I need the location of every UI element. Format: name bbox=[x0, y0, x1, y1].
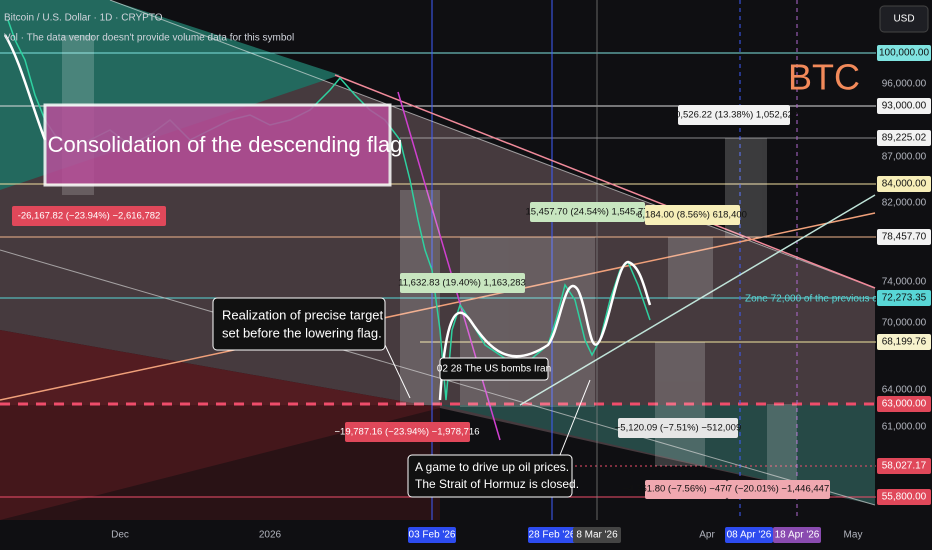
price-labels: 100,000.00 96,000.00 93,000.00 89,225.02 87,… bbox=[877, 45, 931, 505]
trend-line bbox=[397, 91, 501, 441]
oil-callout bbox=[407, 454, 573, 498]
target-callout bbox=[212, 297, 386, 351]
trend-line bbox=[334, 74, 876, 289]
oil-note: A game to drive up oil prices. bbox=[415, 460, 569, 474]
price-tag bbox=[877, 229, 931, 245]
target-note: Realization of precise target bbox=[222, 307, 384, 322]
price-label: 100,000.00 bbox=[879, 48, 929, 59]
callout-pointer bbox=[384, 344, 411, 399]
measure-box bbox=[668, 237, 713, 299]
oil-note: The Strait of Hormuz is closed. bbox=[415, 477, 579, 491]
price-label: 68,199.76 bbox=[882, 337, 927, 348]
measure-tag bbox=[12, 206, 166, 226]
time-label: 2026 bbox=[259, 530, 282, 541]
time-label: Apr bbox=[699, 530, 715, 541]
trend-line bbox=[519, 194, 876, 406]
callout-pointer bbox=[559, 379, 591, 456]
time-label: 03 Feb '26 bbox=[409, 530, 456, 541]
date-tag bbox=[408, 527, 456, 543]
symbol: Bitcoin / U.S. Dollar · 1D · CRYPTO bbox=[4, 13, 163, 24]
measure-tag bbox=[618, 418, 738, 438]
price-label: 63,000.00 bbox=[882, 399, 927, 410]
measure-tag bbox=[678, 105, 790, 125]
measure-label: 7 (−20.01%) −1,446,447 bbox=[727, 484, 829, 495]
price-tag bbox=[877, 45, 931, 61]
measure-tag bbox=[400, 273, 525, 293]
target-note: set before the lowering flag. bbox=[222, 325, 382, 340]
date-tag bbox=[725, 527, 773, 543]
time-label: 08 Apr '26 bbox=[727, 530, 772, 541]
price-label: 82,000.00 bbox=[882, 198, 927, 209]
price-label: 64,000.00 bbox=[882, 385, 927, 396]
currency[interactable]: USD bbox=[893, 14, 914, 25]
price-label: 70,000.00 bbox=[882, 318, 927, 329]
time-label: 28 Feb '26 bbox=[529, 530, 576, 541]
measure-label: −4,761.80 (−7.56%) −476,180 bbox=[623, 484, 750, 495]
currency-button[interactable] bbox=[879, 5, 929, 33]
price-label: 89,225.02 bbox=[882, 133, 927, 144]
flag-box bbox=[43, 103, 392, 187]
measure-box bbox=[400, 190, 440, 405]
price-tag bbox=[877, 489, 931, 505]
measure-label: 15,457.70 (24.54%) 1,545,77 bbox=[525, 207, 648, 218]
measure-label: 10,526.22 (13.38%) 1,052,622 bbox=[670, 110, 798, 121]
price-tag bbox=[877, 458, 931, 474]
time-label: 18 Apr '26 bbox=[775, 530, 820, 541]
measure-tag bbox=[727, 480, 830, 499]
measure-tag bbox=[645, 480, 727, 499]
price-label: 74,000.00 bbox=[882, 277, 927, 288]
measure-label: −19,787.16 (−23.94%) −1,978,716 bbox=[335, 427, 480, 438]
trend-line bbox=[0, 249, 876, 506]
volume-note: Vol · The data vendor doesn't provide vo… bbox=[4, 33, 294, 44]
price-label: 93,000.00 bbox=[882, 101, 927, 112]
zone-label: Zone 72,000 of the previous cycle bbox=[745, 294, 896, 305]
price-label: 58,027.17 bbox=[882, 461, 927, 472]
drawn-curve bbox=[3, 34, 652, 401]
price-label: 84,000.00 bbox=[882, 179, 927, 190]
measure-label: -26,167.82 (−23.94%) −2,616,782 bbox=[18, 211, 161, 222]
price-tag bbox=[877, 98, 931, 114]
time-label: 8 Mar '26 bbox=[576, 530, 618, 541]
iran-callout bbox=[439, 357, 549, 381]
date-tag bbox=[773, 527, 821, 543]
flag-label: Consolidation of the descending flag bbox=[48, 132, 403, 157]
measure-boxes bbox=[62, 35, 797, 497]
measure-tag bbox=[345, 422, 470, 442]
price-label: 55,800.00 bbox=[882, 492, 927, 503]
price-label: 87,000.00 bbox=[882, 152, 927, 163]
time-label: Dec bbox=[111, 530, 129, 541]
time-label: May bbox=[844, 530, 863, 541]
measure-tag bbox=[530, 202, 645, 222]
price-tag bbox=[877, 290, 931, 306]
price-tag bbox=[877, 176, 931, 192]
measure-label: 11,632.83 (19.40%) 1,163,283 bbox=[398, 278, 526, 289]
price-label: 72,273.35 bbox=[882, 293, 927, 304]
price-label: 96,000.00 bbox=[882, 79, 927, 90]
measure-label: 6,184.00 (8.56%) 618,400 bbox=[637, 210, 747, 221]
measure-box bbox=[460, 237, 595, 407]
measure-box bbox=[655, 342, 705, 466]
ticker: BTC bbox=[788, 57, 860, 98]
iran-note: 02 28 The US bombs Iran bbox=[437, 364, 551, 375]
price-tag bbox=[877, 130, 931, 146]
price-label: 61,000.00 bbox=[882, 422, 927, 433]
time-labels: Dec 2026 03 Feb '26 28 Feb '26 8 Mar '26 Apr 0… bbox=[111, 527, 862, 543]
price-tag bbox=[877, 334, 931, 350]
price-label: 78,457.70 bbox=[882, 232, 927, 243]
price-tag bbox=[877, 396, 931, 412]
date-tag bbox=[573, 527, 621, 543]
measure-label: −5,120.09 (−7.51%) −512,009 bbox=[615, 423, 742, 434]
date-tag bbox=[528, 527, 576, 543]
measure-tag bbox=[645, 205, 740, 225]
